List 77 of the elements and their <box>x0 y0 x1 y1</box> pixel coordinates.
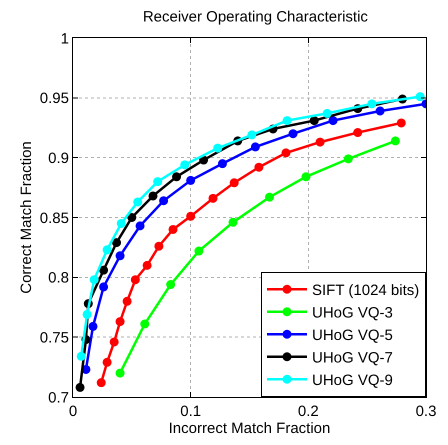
point <box>265 192 274 202</box>
y-tick-label: 0.75 <box>40 329 69 346</box>
point <box>122 296 132 306</box>
point <box>116 317 125 326</box>
point <box>90 275 99 284</box>
point <box>142 260 152 270</box>
point <box>301 172 310 182</box>
point <box>116 368 125 378</box>
chart-title: Receiver Operating Characteristic <box>142 8 368 26</box>
point <box>130 275 140 284</box>
point <box>99 266 108 275</box>
x-tick-label: 0 <box>68 403 78 420</box>
point <box>376 106 385 116</box>
point <box>328 116 338 126</box>
point <box>186 176 196 185</box>
point <box>159 196 168 206</box>
point <box>310 116 319 126</box>
y-tick-label: 0.95 <box>40 90 69 108</box>
point <box>194 246 204 256</box>
legend-label: UHoG VQ-9 <box>312 372 393 390</box>
point <box>136 221 145 230</box>
point <box>367 99 376 108</box>
point <box>168 224 178 234</box>
point <box>127 213 136 222</box>
point <box>213 144 222 153</box>
legend-label: UHoG VQ-3 <box>312 304 393 322</box>
point <box>153 177 162 186</box>
y-tick-label: 0.85 <box>40 210 69 227</box>
point <box>396 118 406 128</box>
point <box>99 282 108 292</box>
point <box>218 159 227 168</box>
point <box>172 172 182 182</box>
point <box>140 320 150 328</box>
point <box>353 128 362 138</box>
point <box>166 280 176 290</box>
y-tick-label: 0.7 <box>48 389 69 406</box>
point <box>390 136 400 146</box>
point <box>102 245 112 254</box>
point <box>96 378 106 388</box>
point <box>180 160 190 170</box>
point <box>82 310 92 319</box>
point <box>254 162 264 172</box>
point <box>186 212 196 221</box>
point <box>112 238 122 248</box>
y-tick-label: 0.9 <box>48 150 69 167</box>
y-tick-label: 0.8 <box>48 270 69 287</box>
point <box>282 116 292 126</box>
point <box>416 92 425 102</box>
point <box>208 194 218 203</box>
legend-label: UHoG VQ-7 <box>312 350 393 367</box>
point <box>116 218 126 228</box>
point <box>88 322 98 331</box>
x-axis-title: Incorrect Match Fraction <box>168 420 330 437</box>
x-tick-label: 0.3 <box>416 403 436 420</box>
point <box>154 242 164 251</box>
legend-label: SIFT (1024 bits) <box>312 282 420 300</box>
point <box>228 218 238 227</box>
point <box>281 148 290 158</box>
point <box>316 138 325 147</box>
point <box>148 191 158 200</box>
point <box>250 142 260 152</box>
x-tick-label: 0.2 <box>298 403 319 420</box>
point <box>76 352 86 361</box>
point <box>76 382 85 392</box>
y-axis-title: Correct Match Fraction <box>18 141 36 294</box>
legend-label: UHoG VQ-5 <box>312 327 393 344</box>
point <box>133 197 142 206</box>
point <box>116 251 125 260</box>
point <box>344 154 353 164</box>
point <box>322 108 332 118</box>
y-tick-label: 1 <box>60 30 69 48</box>
point <box>247 130 256 140</box>
point <box>288 129 298 138</box>
x-tick-label: 0.1 <box>180 403 202 420</box>
point <box>102 358 112 367</box>
point <box>110 337 119 346</box>
point <box>230 178 239 188</box>
